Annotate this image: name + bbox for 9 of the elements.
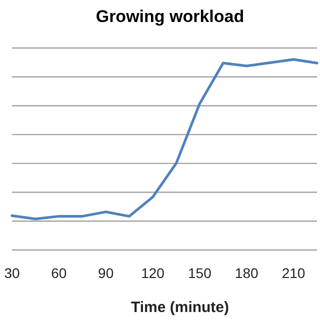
x-tick-label: 30: [4, 265, 20, 281]
x-tick-label: 120: [141, 265, 165, 281]
x-tick-label: 150: [188, 265, 212, 281]
x-axis-title: Time (minute): [130, 299, 230, 316]
x-tick-label: 90: [98, 265, 114, 281]
x-tick-label: 180: [234, 265, 259, 281]
x-tick-label: 60: [51, 265, 67, 281]
chart-title: Growing workload: [96, 7, 244, 26]
x-tick-label: 210: [282, 265, 306, 281]
